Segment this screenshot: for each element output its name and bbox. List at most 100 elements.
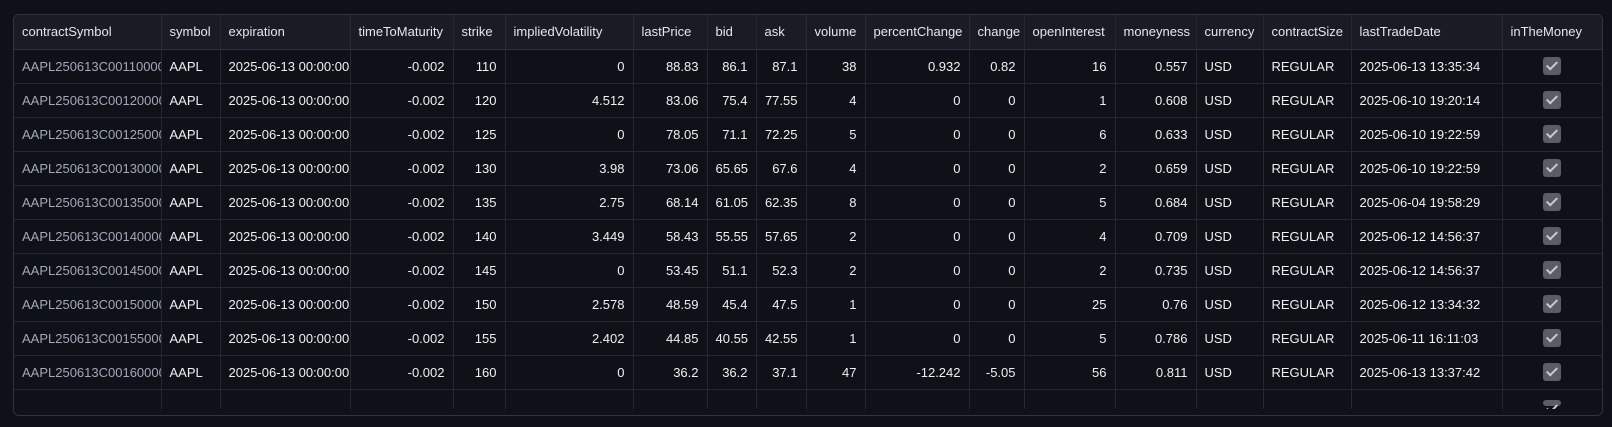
cell-expiration[interactable]: 2025-06-13 00:00:00 bbox=[220, 49, 351, 84]
cell-moneyness[interactable]: 0.684 bbox=[1115, 185, 1197, 220]
cell-lasttradedate[interactable]: 2025-06-10 19:22:59 bbox=[1351, 151, 1503, 186]
cell-lasttradedate[interactable]: 2025-06-11 16:11:03 bbox=[1351, 321, 1503, 356]
column-header-inthemoney[interactable]: inTheMoney bbox=[1502, 15, 1602, 50]
cell-strike[interactable]: 145 bbox=[453, 253, 506, 288]
cell-expiration[interactable]: 2025-06-13 00:00:00 bbox=[220, 83, 351, 118]
cell-volume[interactable]: 38 bbox=[806, 49, 866, 84]
cell-impliedvolatility[interactable]: 0 bbox=[505, 355, 634, 390]
cell-currency[interactable]: USD bbox=[1196, 219, 1264, 254]
cell-currency[interactable]: USD bbox=[1196, 117, 1264, 152]
cell-ask[interactable]: 72.25 bbox=[756, 117, 807, 152]
column-header-strike[interactable]: strike bbox=[453, 15, 506, 50]
cell-contractsymbol[interactable]: AAPL250613C00120000 bbox=[14, 83, 162, 118]
cell-symbol[interactable]: AAPL bbox=[161, 219, 221, 254]
cell-contractsymbol[interactable]: AAPL250613C00130000 bbox=[14, 151, 162, 186]
column-header-timetomaturity[interactable]: timeToMaturity bbox=[350, 15, 454, 50]
checkbox-checked-icon[interactable] bbox=[1543, 227, 1561, 245]
cell-lastprice[interactable]: 78.05 bbox=[633, 117, 708, 152]
cell-moneyness[interactable]: 0.811 bbox=[1115, 355, 1197, 390]
cell-strike[interactable]: 155 bbox=[453, 321, 506, 356]
cell-lastprice[interactable]: 83.06 bbox=[633, 83, 708, 118]
cell-expiration[interactable]: 2025-06-13 00:00:00 bbox=[220, 253, 351, 288]
cell-volume[interactable]: 1 bbox=[806, 287, 866, 322]
cell-expiration[interactable]: 2025-06-13 00:00:00 bbox=[220, 185, 351, 220]
cell-impliedvolatility[interactable]: 0 bbox=[505, 117, 634, 152]
cell-inthemoney[interactable] bbox=[1502, 253, 1602, 288]
checkbox-checked-icon[interactable] bbox=[1543, 261, 1561, 279]
cell-openinterest[interactable]: 56 bbox=[1024, 355, 1116, 390]
checkbox-checked-icon[interactable] bbox=[1543, 329, 1561, 347]
cell-openinterest[interactable]: 25 bbox=[1024, 287, 1116, 322]
cell-contractsize[interactable]: REGULAR bbox=[1263, 83, 1352, 118]
cell-percentchange[interactable]: 0 bbox=[865, 219, 970, 254]
cell-contractsize[interactable]: REGULAR bbox=[1263, 253, 1352, 288]
cell-expiration[interactable]: 2025-06-13 00:00:00 bbox=[220, 287, 351, 322]
cell-inthemoney[interactable] bbox=[1502, 287, 1602, 322]
cell-bid[interactable]: 45.4 bbox=[707, 287, 757, 322]
cell-contractsize[interactable]: REGULAR bbox=[1263, 49, 1352, 84]
cell-ask[interactable]: 37.1 bbox=[756, 355, 807, 390]
column-header-currency[interactable]: currency bbox=[1196, 15, 1264, 50]
column-header-moneyness[interactable]: moneyness bbox=[1115, 15, 1197, 50]
column-header-expiration[interactable]: expiration bbox=[220, 15, 351, 50]
cell-lasttradedate[interactable]: 2025-06-13 13:35:34 bbox=[1351, 49, 1503, 84]
column-header-lasttradedate[interactable]: lastTradeDate bbox=[1351, 15, 1503, 50]
cell-lasttradedate[interactable]: 2025-06-12 14:56:37 bbox=[1351, 253, 1503, 288]
cell-volume[interactable]: 1 bbox=[806, 321, 866, 356]
cell-strike[interactable]: 140 bbox=[453, 219, 506, 254]
cell-currency[interactable]: USD bbox=[1196, 185, 1264, 220]
table-row[interactable]: AAPL250613C00150000 AAPL 2025-06-13 00:00:… bbox=[14, 287, 1602, 322]
cell-strike[interactable]: 150 bbox=[453, 287, 506, 322]
cell-percentchange[interactable]: -12.242 bbox=[865, 355, 970, 390]
options-data-grid[interactable]: contractSymbol symbol expiration timeToMatu… bbox=[13, 14, 1603, 416]
cell-symbol[interactable]: AAPL bbox=[161, 117, 221, 152]
column-header-volume[interactable]: volume bbox=[806, 15, 866, 50]
cell-timetomaturity[interactable]: -0.002 bbox=[350, 117, 454, 152]
cell-bid[interactable]: 65.65 bbox=[707, 151, 757, 186]
cell-volume[interactable]: 2 bbox=[806, 253, 866, 288]
cell-lasttradedate[interactable]: 2025-06-04 19:58:29 bbox=[1351, 185, 1503, 220]
cell-strike[interactable]: 120 bbox=[453, 83, 506, 118]
cell-symbol[interactable]: AAPL bbox=[161, 49, 221, 84]
column-header-symbol[interactable]: symbol bbox=[161, 15, 221, 50]
cell-strike[interactable]: 110 bbox=[453, 49, 506, 84]
cell-moneyness[interactable]: 0.608 bbox=[1115, 83, 1197, 118]
cell-moneyness[interactable]: 0.557 bbox=[1115, 49, 1197, 84]
cell-ask[interactable]: 62.35 bbox=[756, 185, 807, 220]
column-header-impliedvolatility[interactable]: impliedVolatility bbox=[505, 15, 634, 50]
cell-bid[interactable]: 71.1 bbox=[707, 117, 757, 152]
cell-percentchange[interactable]: 0 bbox=[865, 321, 970, 356]
cell-lasttradedate[interactable]: 2025-06-13 13:37:42 bbox=[1351, 355, 1503, 390]
cell-impliedvolatility[interactable]: 3.98 bbox=[505, 151, 634, 186]
cell-ask[interactable]: 52.3 bbox=[756, 253, 807, 288]
cell-currency[interactable]: USD bbox=[1196, 49, 1264, 84]
cell-contractsize[interactable]: REGULAR bbox=[1263, 287, 1352, 322]
cell-percentchange[interactable]: 0 bbox=[865, 253, 970, 288]
cell-openinterest[interactable]: 5 bbox=[1024, 185, 1116, 220]
column-header-lastprice[interactable]: lastPrice bbox=[633, 15, 708, 50]
cell-bid[interactable]: 61.05 bbox=[707, 185, 757, 220]
cell-lasttradedate[interactable]: 2025-06-12 14:56:37 bbox=[1351, 219, 1503, 254]
cell-currency[interactable]: USD bbox=[1196, 253, 1264, 288]
table-row[interactable]: AAPL250613C00140000 AAPL 2025-06-13 00:00:… bbox=[14, 219, 1602, 254]
cell-expiration[interactable]: 2025-06-13 00:00:00 bbox=[220, 219, 351, 254]
table-row[interactable]: AAPL250613C00125000 AAPL 2025-06-13 00:00:… bbox=[14, 117, 1602, 152]
checkbox-checked-icon[interactable] bbox=[1543, 125, 1561, 143]
cell-ask[interactable]: 47.5 bbox=[756, 287, 807, 322]
cell-inthemoney[interactable] bbox=[1502, 321, 1602, 356]
cell-inthemoney[interactable] bbox=[1502, 117, 1602, 152]
cell-change[interactable]: 0 bbox=[969, 185, 1025, 220]
column-header-bid[interactable]: bid bbox=[707, 15, 757, 50]
cell-moneyness[interactable]: 0.659 bbox=[1115, 151, 1197, 186]
cell-bid[interactable]: 51.1 bbox=[707, 253, 757, 288]
cell-inthemoney[interactable] bbox=[1502, 355, 1602, 390]
cell-ask[interactable]: 57.65 bbox=[756, 219, 807, 254]
cell-contractsymbol[interactable]: AAPL250613C00135000 bbox=[14, 185, 162, 220]
cell-contractsymbol[interactable]: AAPL250613C00145000 bbox=[14, 253, 162, 288]
table-row[interactable]: AAPL250613C00155000 AAPL 2025-06-13 00:00:… bbox=[14, 321, 1602, 356]
table-row[interactable]: AAPL250613C00135000 AAPL 2025-06-13 00:00:… bbox=[14, 185, 1602, 220]
cell-currency[interactable]: USD bbox=[1196, 151, 1264, 186]
table-row[interactable]: AAPL250613C00120000 AAPL 2025-06-13 00:00:… bbox=[14, 83, 1602, 118]
cell-percentchange[interactable]: 0 bbox=[865, 117, 970, 152]
cell-symbol[interactable]: AAPL bbox=[161, 321, 221, 356]
